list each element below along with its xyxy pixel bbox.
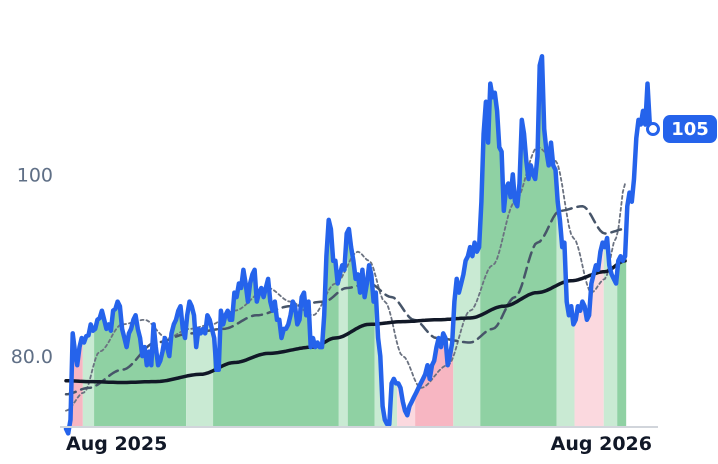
volume-band-10 [453,242,481,427]
volume-band-9 [415,333,454,427]
volume-band-5 [338,233,348,427]
last-value-dot [646,122,660,137]
mid-moving-average-line [64,204,627,396]
y-tick-label-80: 80.0 [11,346,53,368]
volume-band-12 [556,201,575,427]
last-value-marker: 105 [646,115,717,144]
volume-band-1 [82,324,95,427]
volume-band-2 [94,301,187,427]
y-tick-label-100: 100 [17,164,53,186]
volume-band-14 [603,238,618,427]
volume-band-4 [213,219,339,427]
x-tick-label-aug-2025: Aug 2025 [66,433,167,455]
long-moving-average-line [64,259,627,385]
last-value-label: 105 [671,119,709,140]
price-line [63,54,655,436]
last-value-badge [663,115,717,144]
x-tick-label-aug-2026: Aug 2026 [551,433,652,455]
series-lines [63,54,655,436]
volume-band-15 [617,256,627,427]
